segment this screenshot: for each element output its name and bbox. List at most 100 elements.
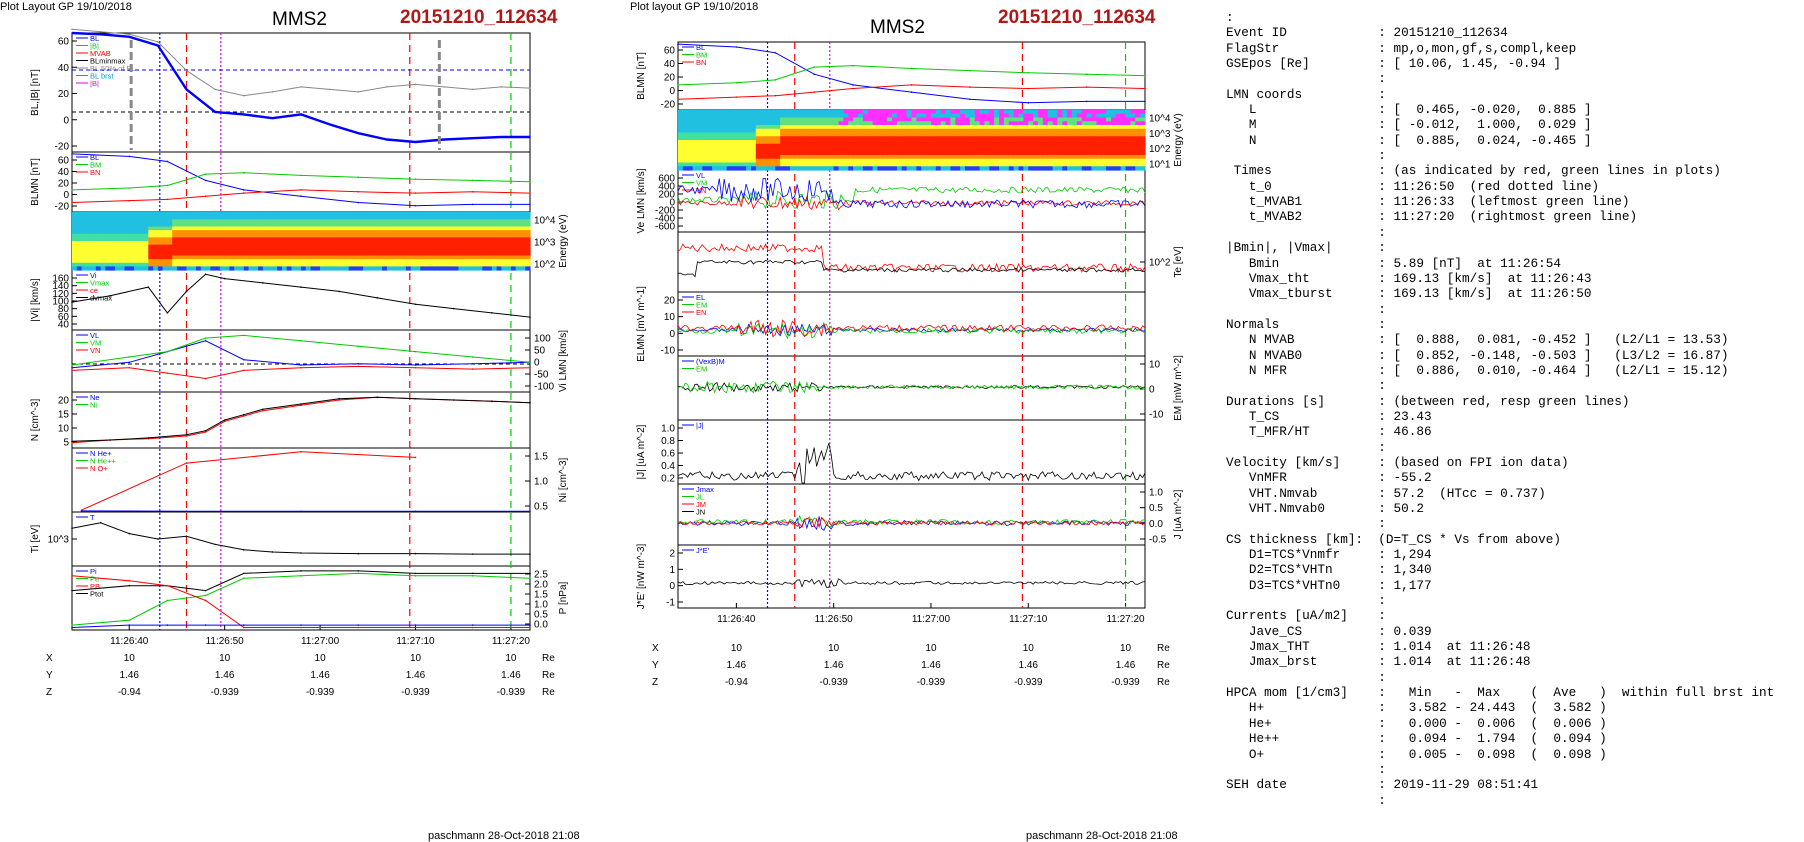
heatmap-cell [339, 230, 344, 234]
heatmap-cell [814, 163, 819, 167]
heatmap-cell [144, 256, 149, 260]
heatmap-cell [785, 114, 790, 118]
heatmap-cell [291, 248, 296, 252]
heatmap-cell [439, 223, 444, 227]
heatmap-cell [736, 110, 741, 114]
heatmap-cell [873, 159, 878, 163]
heatmap-cell [1087, 140, 1092, 144]
heatmap-cell [722, 136, 727, 140]
heatmap-cell [86, 248, 91, 252]
heatmap-cell [1091, 144, 1096, 148]
heatmap-cell [144, 237, 149, 241]
heatmap-cell [182, 230, 187, 234]
heatmap-cell [946, 140, 951, 144]
heatmap-cell [110, 241, 115, 245]
heatmap-cell [187, 266, 192, 270]
heatmap-cell [516, 245, 521, 249]
pressure-panel-series-1 [72, 571, 530, 591]
heatmap-cell [134, 237, 139, 241]
heatmap-cell [732, 140, 737, 144]
heatmap-cell [249, 212, 254, 216]
heatmap-cell [139, 241, 144, 245]
heatmap-cell [897, 136, 902, 140]
heatmap-cell [688, 148, 693, 152]
heatmap-cell [1082, 155, 1087, 159]
heatmap-cell [139, 237, 144, 241]
heatmap-cell [91, 266, 96, 270]
heatmap-cell [191, 230, 196, 234]
heatmap-cell [780, 159, 785, 163]
heatmap-cell [732, 144, 737, 148]
heatmap-cell [439, 212, 444, 216]
heatmap-cell [516, 234, 521, 238]
heatmap-cell [287, 241, 292, 245]
heatmap-cell [244, 223, 249, 227]
vilmn-panel-point [128, 362, 130, 364]
legend-entry: Ptot [90, 590, 104, 599]
heatmap-cell [210, 227, 215, 231]
heatmap-cell [458, 252, 463, 256]
heatmap-cell [473, 237, 478, 241]
heatmap-cell [148, 234, 153, 238]
blmn-panel-point [300, 189, 302, 191]
heatmap-cell [320, 237, 325, 241]
heatmap-cell [201, 241, 206, 245]
heatmap-cell [77, 241, 82, 245]
heatmap-cell [373, 216, 378, 220]
heatmap-cell [795, 159, 800, 163]
heatmap-cell [1130, 121, 1135, 125]
heatmap-cell [144, 263, 149, 267]
heatmap-cell [1121, 133, 1126, 137]
heatmap-cell [960, 121, 965, 125]
heatmap-cell [907, 110, 912, 114]
heatmap-cell [158, 237, 163, 241]
summary-line: L : [ 0.465, -0.020, 0.885 ] [1226, 102, 1591, 117]
heatmap-cell [177, 230, 182, 234]
heatmap-cell [353, 259, 358, 263]
heatmap-cell [353, 230, 358, 234]
heatmap-cell [955, 163, 960, 167]
heatmap-cell [163, 227, 168, 231]
heatmap-cell [887, 159, 892, 163]
blmn-panel-point [300, 175, 302, 177]
heatmap-cell [1053, 110, 1058, 114]
heatmap-cell [215, 237, 220, 241]
heatmap-cell [468, 234, 473, 238]
heatmap-cell [416, 230, 421, 234]
heatmap-cell [688, 133, 693, 137]
heatmap-cell [167, 241, 172, 245]
heatmap-cell [936, 151, 941, 155]
heatmap-cell [926, 159, 931, 163]
heatmap-cell [315, 237, 320, 241]
heatmap-cell [272, 266, 277, 270]
heatmap-cell [693, 129, 698, 133]
heatmap-cell [82, 241, 87, 245]
legend-entry: BN [90, 168, 100, 177]
heatmap-cell [912, 136, 917, 140]
heatmap-cell [717, 118, 722, 122]
density-panel-point [377, 397, 379, 399]
heatmap-cell [206, 223, 211, 227]
heatmap-cell [296, 227, 301, 231]
heatmap-cell [770, 125, 775, 129]
heatmap-cell [1106, 121, 1111, 125]
heatmap-cell [1067, 148, 1072, 152]
heatmap-cell [941, 133, 946, 137]
heatmap-cell [1116, 125, 1121, 129]
heatmap-cell [492, 241, 497, 245]
heatmap-cell [1121, 140, 1126, 144]
vilmn-panel-point [128, 356, 130, 358]
heatmap-cell [1077, 144, 1082, 148]
heatmap-cell [425, 266, 430, 270]
heatmap-cell [727, 155, 732, 159]
heatmap-cell [907, 118, 912, 122]
heatmap-cell [683, 151, 688, 155]
heatmap-cell [401, 216, 406, 220]
heatmap-cell [941, 166, 946, 170]
heatmap-cell [468, 230, 473, 234]
heatmap-cell [101, 266, 106, 270]
heatmap-cell [941, 151, 946, 155]
heatmap-cell [401, 212, 406, 216]
heatmap-cell [473, 256, 478, 260]
summary-line: : [1226, 793, 1386, 808]
